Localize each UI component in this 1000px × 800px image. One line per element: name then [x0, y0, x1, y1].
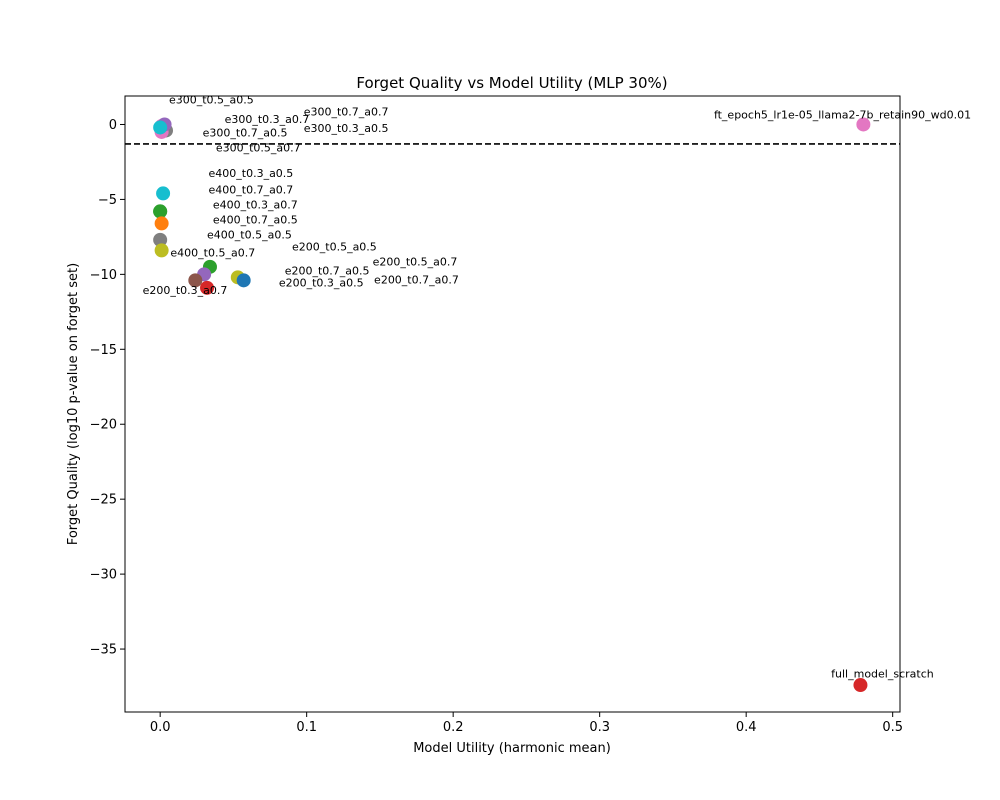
data-point: [153, 120, 168, 135]
point-label: e400_t0.3_a0.7: [213, 198, 298, 211]
point-label: e400_t0.5_a0.7: [170, 246, 255, 259]
point-label: full_model_scratch: [831, 668, 934, 681]
point-label: e200_t0.3_a0.5: [279, 276, 364, 289]
data-point: [853, 678, 868, 693]
y-tick-label: −35: [90, 643, 117, 658]
point-label: e300_t0.3_a0.7: [225, 113, 310, 126]
point-label: e200_t0.7_a0.5: [285, 264, 370, 277]
data-point: [153, 232, 168, 247]
y-axis-label: Forget Quality (log10 p-value on forget …: [66, 263, 81, 545]
data-point: [154, 216, 169, 231]
point-label: e200_t0.7_a0.7: [374, 273, 459, 286]
plot-area: [125, 117, 900, 693]
data-point: [236, 273, 251, 288]
y-axis-ticks: 0 −5 −10 −15 −20 −25 −30 −35: [90, 118, 125, 658]
y-tick-label: −15: [90, 343, 117, 358]
point-label: e300_t0.7_a0.7: [304, 105, 389, 118]
y-tick-label: −10: [90, 268, 117, 283]
point-label: e200_t0.3_a0.7: [143, 284, 228, 297]
axes-frame: [124, 95, 901, 713]
x-tick-label: 0.1: [296, 720, 317, 735]
point-label: e200_t0.5_a0.7: [373, 255, 458, 268]
data-point: [153, 204, 168, 219]
x-tick-label: 0.2: [443, 720, 464, 735]
y-tick-label: −30: [90, 568, 117, 583]
data-point: [154, 243, 169, 258]
y-tick-label: −25: [90, 493, 117, 508]
point-label: e300_t0.5_a0.7: [216, 141, 301, 154]
y-tick-label: 0: [109, 118, 117, 133]
point-label: e400_t0.7_a0.5: [213, 213, 298, 226]
point-label: e300_t0.5_a0.5: [169, 93, 254, 106]
point-label: ft_epoch5_lr1e-05_llama2-7b_retain90_wd0…: [714, 108, 971, 121]
x-tick-label: 0.5: [882, 720, 903, 735]
data-point: [188, 273, 203, 288]
point-labels: e300_t0.5_a0.5 e300_t0.3_a0.7e300_t0.7_a0…: [143, 93, 972, 680]
point-label: e400_t0.3_a0.5: [209, 167, 294, 180]
data-point: [200, 280, 215, 295]
y-tick-label: −5: [98, 193, 117, 208]
point-label: e300_t0.7_a0.5: [203, 126, 288, 139]
x-tick-label: 0.4: [736, 720, 757, 735]
x-axis-ticks: 0.0 0.1 0.2 0.3 0.4 0.5: [150, 712, 903, 735]
chart-title: Forget Quality vs Model Utility (MLP 30%…: [356, 74, 667, 92]
point-label: e400_t0.5_a0.5: [207, 228, 292, 241]
point-label: e200_t0.5_a0.5: [292, 240, 377, 253]
y-tick-label: −20: [90, 418, 117, 433]
point-label: e300_t0.3_a0.5: [304, 122, 389, 135]
x-tick-label: 0.0: [150, 720, 171, 735]
point-label: e400_t0.7_a0.7: [209, 183, 294, 196]
x-tick-label: 0.3: [589, 720, 610, 735]
x-axis-label: Model Utility (harmonic mean): [413, 741, 611, 756]
data-point: [156, 186, 171, 201]
data-point: [856, 117, 871, 132]
